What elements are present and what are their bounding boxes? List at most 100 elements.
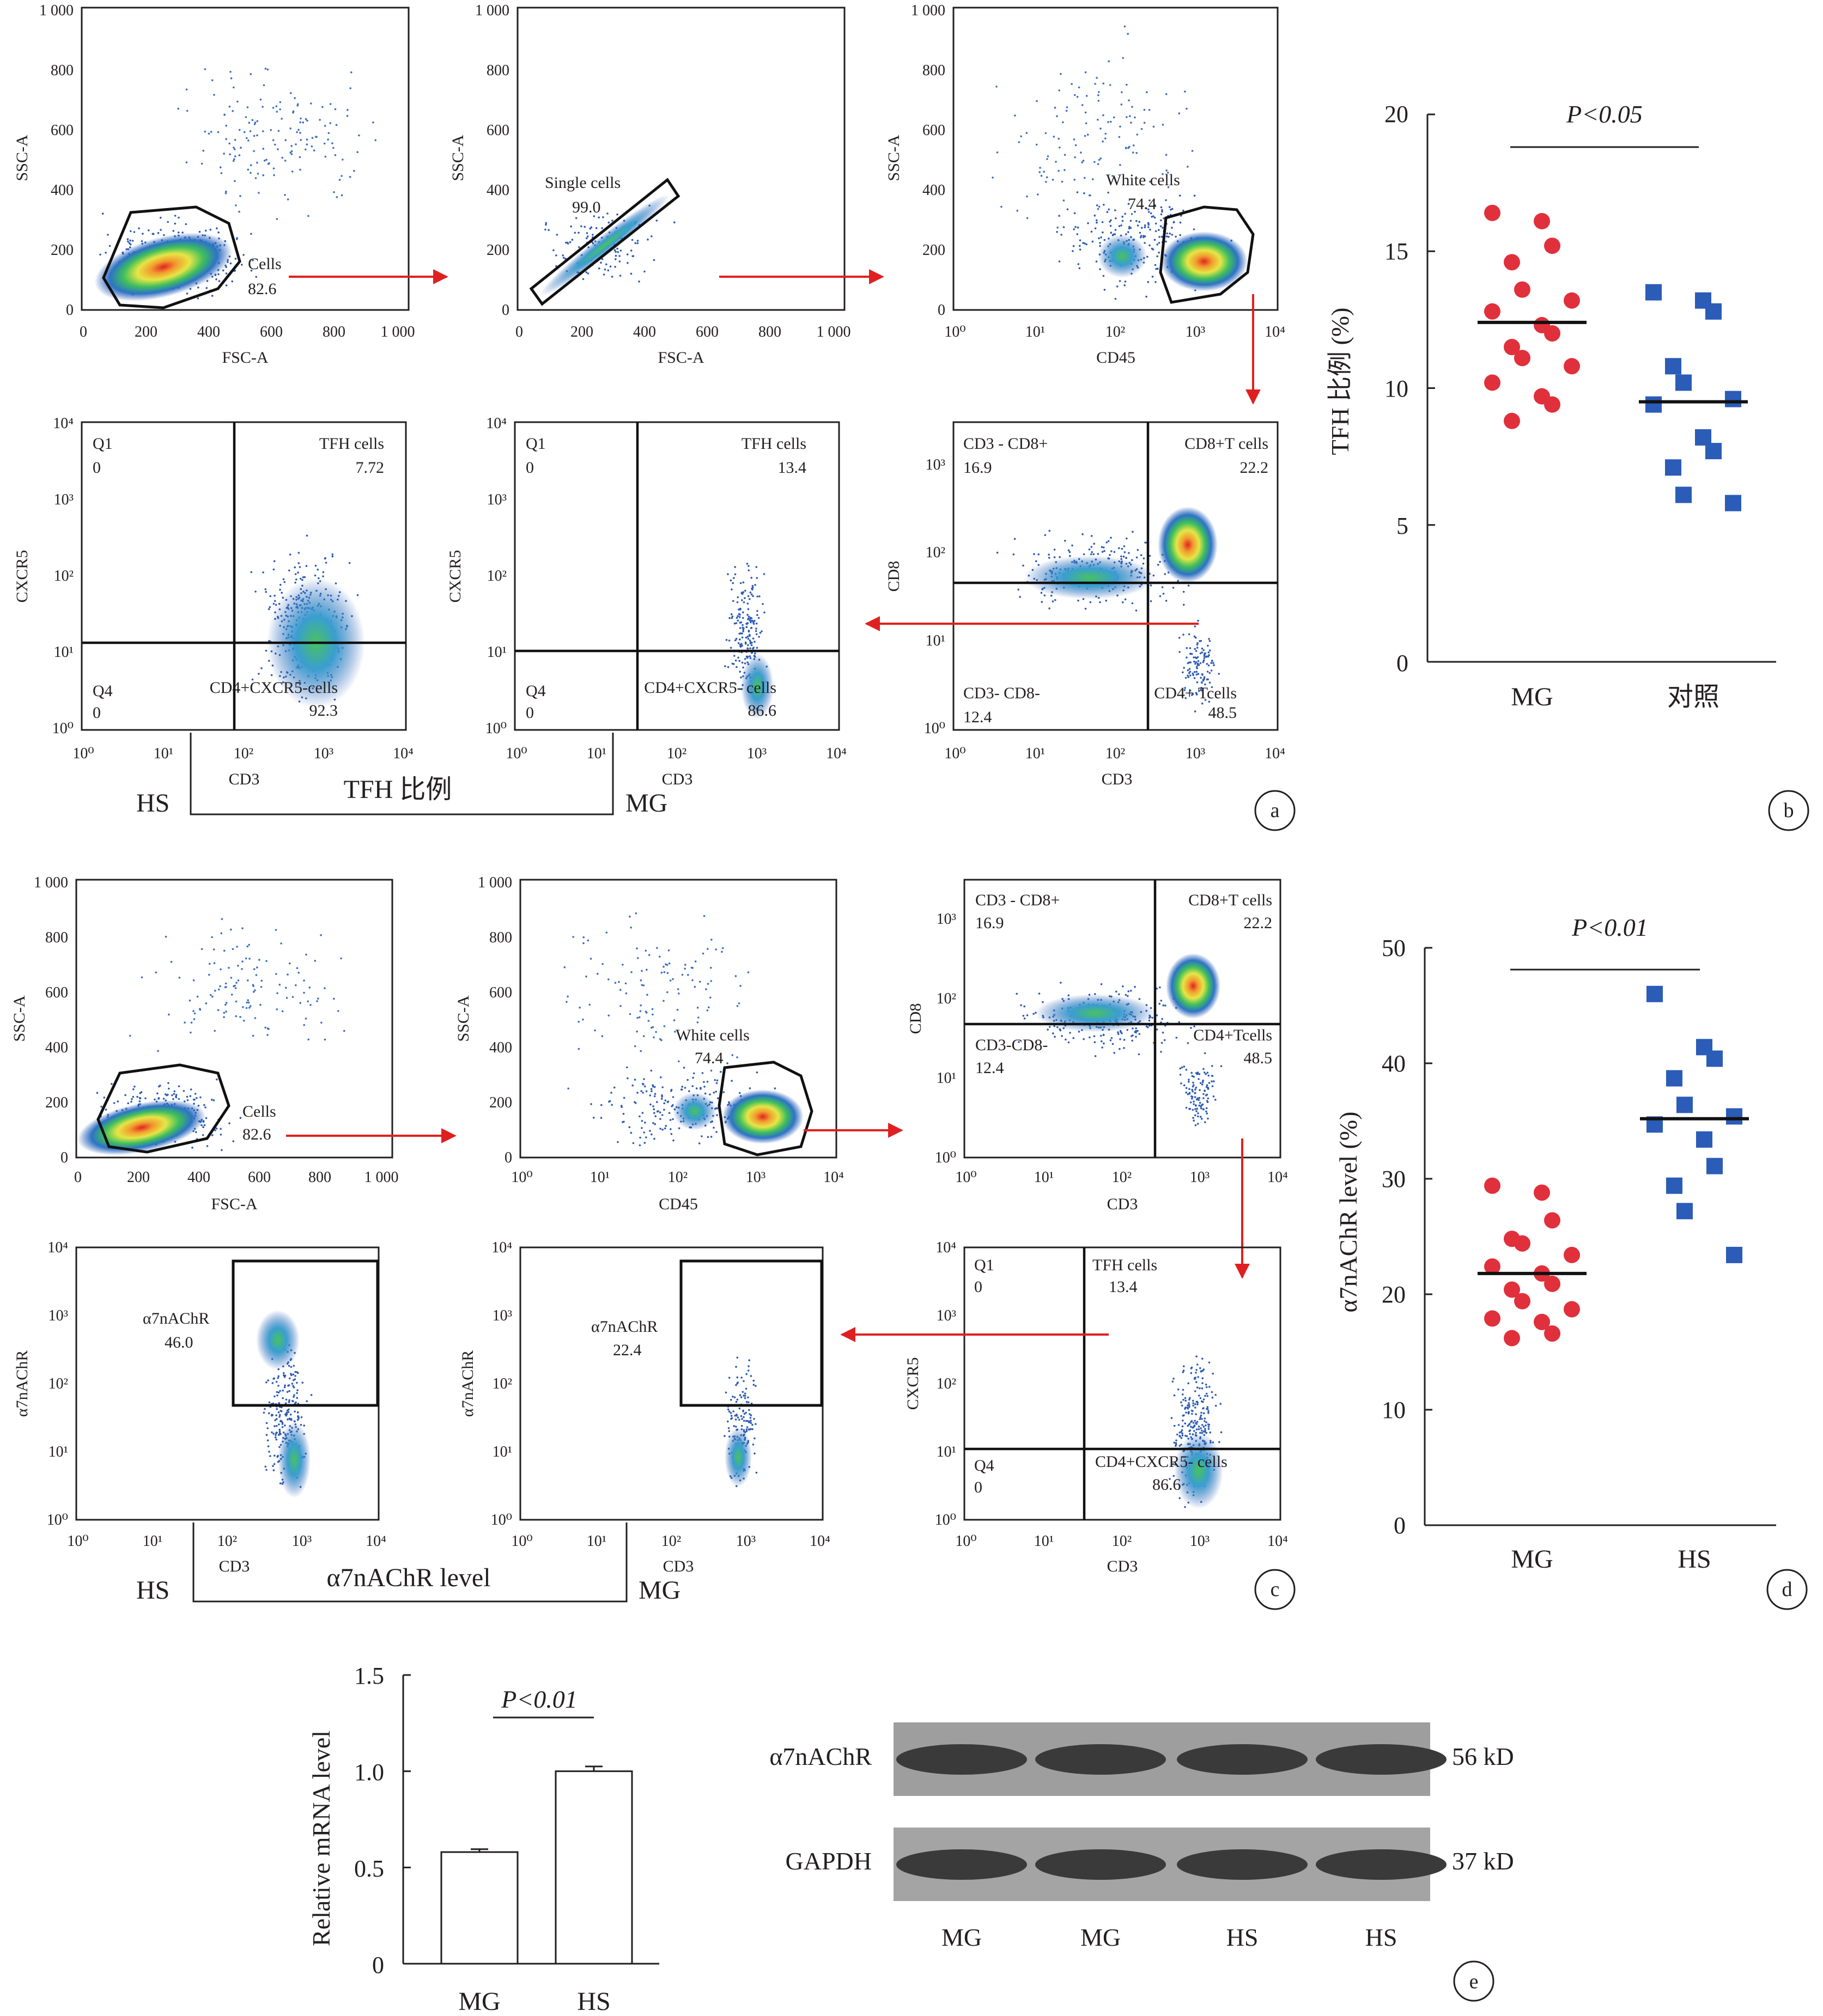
data-point <box>1544 1325 1560 1342</box>
event-dot <box>256 161 258 164</box>
event-dot <box>1204 1394 1206 1397</box>
event-dot <box>1172 1463 1175 1465</box>
event-dot <box>1196 1363 1199 1366</box>
event-dot <box>1099 242 1101 244</box>
event-dot <box>636 1092 639 1094</box>
data-point <box>1726 1246 1742 1263</box>
event-dot <box>204 68 206 70</box>
event-dot <box>303 991 305 994</box>
data-point <box>1484 1258 1500 1275</box>
event-dot <box>1211 1085 1214 1087</box>
event-dot <box>186 1095 189 1098</box>
event-dot <box>748 1428 751 1431</box>
event-dot <box>1121 215 1123 218</box>
event-dot <box>256 120 259 123</box>
event-dot <box>622 1113 625 1115</box>
event-dot <box>1207 655 1210 658</box>
event-dot <box>1194 1092 1196 1094</box>
y-axis-label: α7nAChR <box>459 1350 477 1417</box>
event-dot <box>1194 662 1196 665</box>
event-dot <box>1173 221 1175 223</box>
event-dot <box>1107 191 1109 194</box>
event-dot <box>623 1097 625 1099</box>
event-dot <box>1019 596 1021 598</box>
event-dot <box>1202 1368 1205 1371</box>
event-dot <box>277 130 280 132</box>
panel-letter: b <box>1784 799 1794 822</box>
tick-label: 10⁴ <box>1267 1169 1288 1186</box>
event-dot <box>649 1103 652 1106</box>
event-dot <box>1193 1100 1195 1103</box>
event-dot <box>1211 1391 1213 1393</box>
event-dot <box>256 134 258 137</box>
tick-label: 0 <box>1396 650 1408 677</box>
category-label: MG <box>458 1987 500 2016</box>
event-dot <box>1168 236 1170 238</box>
tick-label: 10³ <box>54 491 74 508</box>
quadrant-value: 7.72 <box>356 459 385 477</box>
event-dot <box>1160 1051 1162 1053</box>
event-dot <box>1158 242 1160 244</box>
event-dot <box>614 266 616 268</box>
event-dot <box>1169 233 1171 235</box>
event-dot <box>642 1035 645 1037</box>
event-dot <box>277 1391 280 1394</box>
quadrant-label: Q1 <box>974 1256 994 1274</box>
event-dot <box>731 1054 734 1056</box>
event-dot <box>127 1102 129 1105</box>
event-dot <box>189 1095 192 1097</box>
event-dot <box>1162 593 1165 595</box>
event-dot <box>1191 1095 1194 1098</box>
event-dot <box>252 259 254 261</box>
event-dot <box>1173 1394 1176 1397</box>
event-dot <box>278 1402 280 1404</box>
event-dot <box>1116 285 1119 288</box>
panel-letter-badge <box>1766 1569 1808 1610</box>
event-dot <box>733 655 736 657</box>
event-dot <box>643 1131 645 1134</box>
plot-frame <box>75 1246 380 1521</box>
event-dot <box>277 1434 280 1436</box>
event-dot <box>299 168 301 171</box>
tick-label: 0 <box>505 1149 512 1166</box>
event-dot <box>219 985 221 988</box>
event-dot <box>750 576 753 579</box>
event-dot <box>1182 1369 1185 1372</box>
event-dot <box>292 110 295 113</box>
x-axis-label: FSC-A <box>211 1195 257 1213</box>
x-axis-label: CD45 <box>1096 349 1135 367</box>
event-dot <box>1220 1431 1223 1434</box>
event-dot <box>757 617 760 619</box>
event-dot <box>327 132 330 135</box>
event-dot <box>1053 549 1056 551</box>
event-dot <box>1114 209 1116 211</box>
event-dot <box>1179 221 1182 224</box>
event-dot <box>338 179 341 181</box>
event-dot <box>618 260 621 263</box>
event-dot <box>209 963 211 965</box>
event-dot <box>691 979 694 982</box>
event-dot <box>205 1002 208 1004</box>
event-dot <box>1196 1071 1199 1074</box>
event-dot <box>1056 227 1059 229</box>
event-dot <box>1194 625 1196 628</box>
event-dot <box>1077 226 1079 229</box>
event-dot <box>1052 1032 1054 1034</box>
event-dot <box>654 1093 657 1095</box>
event-dot <box>1177 1424 1180 1426</box>
event-dot <box>1202 1400 1204 1403</box>
event-dot <box>578 232 580 234</box>
event-dot <box>221 918 223 921</box>
event-dot <box>713 1092 715 1094</box>
protein-band <box>1177 1744 1308 1775</box>
event-dot <box>1178 1497 1181 1500</box>
event-dot <box>1048 607 1050 610</box>
data-point <box>1534 1184 1550 1201</box>
event-dot <box>1188 1081 1190 1083</box>
event-dot <box>1194 656 1197 659</box>
tick-label: 800 <box>922 62 945 79</box>
category-label: HS <box>577 1987 610 2016</box>
event-dot <box>173 1090 176 1093</box>
event-dot <box>1201 1118 1203 1120</box>
event-dot <box>1208 672 1211 674</box>
